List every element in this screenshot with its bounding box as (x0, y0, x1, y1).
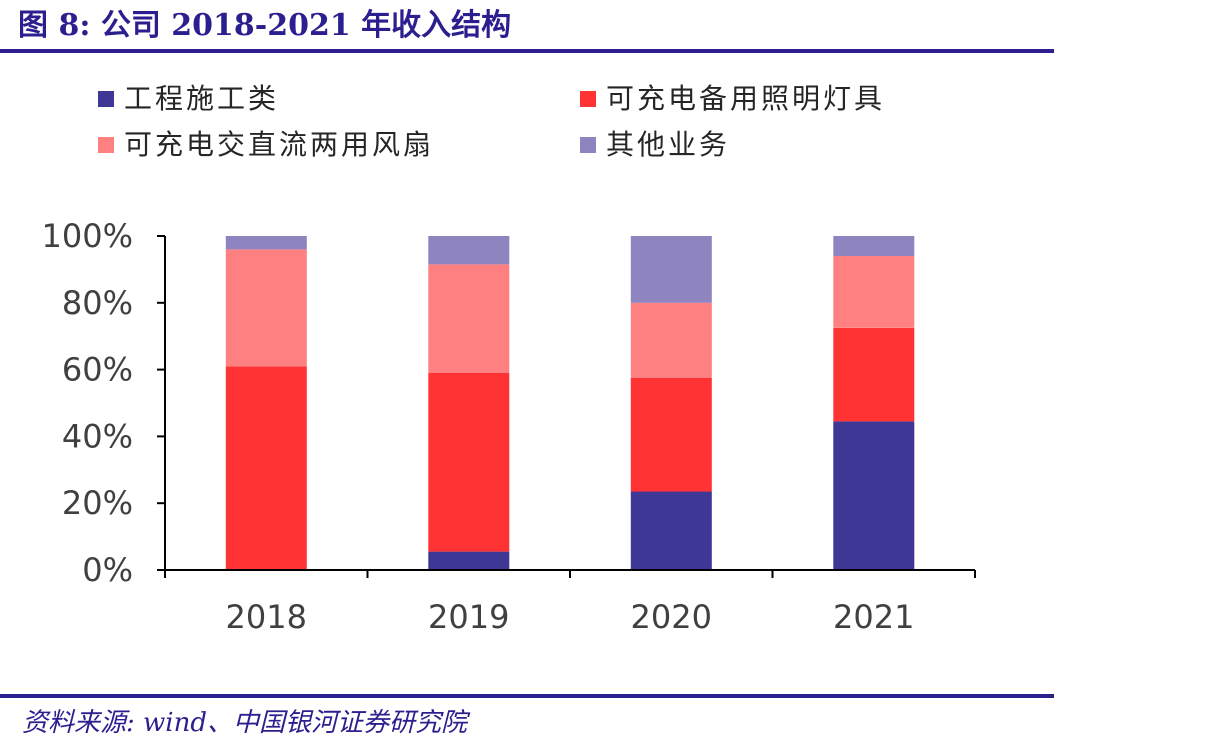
title-divider (0, 49, 1054, 53)
bar-segment-2020-s3 (630, 236, 712, 303)
footer-divider (0, 694, 1054, 698)
legend-item-fan: 可充电交直流两用风扇 (98, 128, 434, 162)
x-tick-label: 2020 (631, 598, 712, 636)
legend-item-engineering: 工程施工类 (98, 82, 279, 116)
x-tick-label: 2018 (226, 598, 307, 636)
y-tick-label: 20% (62, 484, 133, 522)
legend-swatch-engineering (98, 91, 114, 107)
bar-segment-2021-s0 (833, 421, 915, 570)
legend-label-lighting: 可充电备用照明灯具 (606, 82, 886, 115)
bar-segment-2020-s1 (630, 378, 712, 492)
bar-segment-2020-s2 (630, 302, 712, 378)
x-tick-label: 2021 (833, 598, 914, 636)
y-tick-label: 40% (62, 417, 133, 455)
legend-item-other: 其他业务 (580, 128, 730, 162)
bar-segment-2018-s3 (225, 236, 307, 250)
bar-segment-2018-s2 (225, 249, 307, 367)
legend-swatch-fan (98, 137, 114, 153)
legend-swatch-other (580, 137, 596, 153)
bar-segment-2018-s1 (225, 366, 307, 570)
x-tick-label: 2019 (428, 598, 509, 636)
bar-segment-2019-s0 (428, 551, 510, 570)
bar-segment-2020-s0 (630, 491, 712, 570)
bar-segment-2021-s3 (833, 236, 915, 256)
stacked-bar-chart: 0% 20% 40% 60% 80% 100% 2018 2019 2020 2021 (42, 217, 976, 636)
y-tick-label: 80% (62, 284, 133, 322)
legend-swatch-lighting (580, 91, 596, 107)
bar-segment-2019-s1 (428, 372, 510, 552)
y-tick-label: 0% (82, 551, 133, 589)
legend-item-lighting: 可充电备用照明灯具 (580, 82, 885, 116)
legend-label-fan: 可充电交直流两用风扇 (124, 128, 435, 161)
legend-label-other: 其他业务 (606, 128, 731, 161)
bar-segment-2021-s1 (833, 327, 915, 422)
y-tick-label: 60% (62, 351, 133, 389)
legend-label-engineering: 工程施工类 (124, 82, 280, 115)
figure-title: 图 8: 公司 2018-2021 年收入结构 (18, 8, 512, 43)
bar-segment-2019-s2 (428, 264, 510, 373)
bar-segment-2021-s2 (833, 256, 915, 328)
y-tick-label: 100% (42, 217, 133, 255)
bar-segment-2019-s3 (428, 236, 510, 265)
source-note: 资料来源: wind、中国银河证券研究院 (22, 708, 467, 738)
